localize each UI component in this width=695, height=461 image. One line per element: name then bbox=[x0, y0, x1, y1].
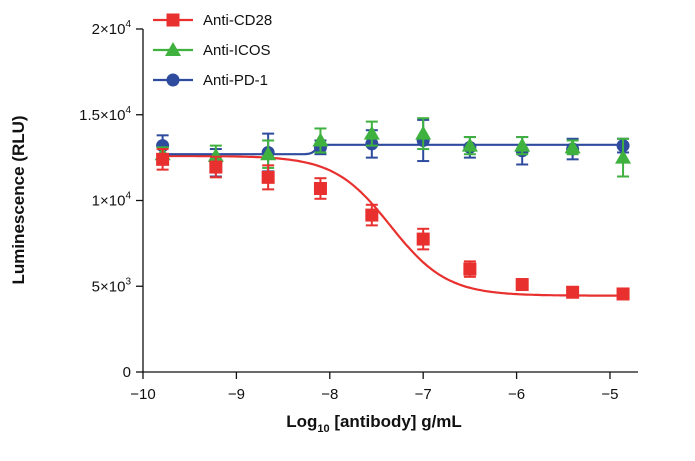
x-tick-label: −6 bbox=[508, 386, 525, 403]
legend-marker bbox=[166, 73, 180, 87]
data-point bbox=[416, 232, 430, 246]
data-point bbox=[261, 170, 275, 184]
legend: Anti-CD28 Anti-ICOS Anti-PD-1 bbox=[153, 12, 272, 89]
data-point bbox=[207, 147, 224, 162]
legend-item-anti-icos: Anti-ICOS bbox=[153, 42, 271, 59]
data-point bbox=[461, 137, 478, 152]
series-anti-cd28 bbox=[156, 148, 630, 301]
y-tick-label: 1.5×104 bbox=[79, 105, 131, 124]
series-anti-icos bbox=[154, 117, 632, 178]
x-tick-label: −5 bbox=[601, 386, 618, 403]
data-point bbox=[564, 139, 581, 154]
x-tick-label: −8 bbox=[321, 386, 338, 403]
data-point bbox=[260, 146, 277, 161]
y-axis-title: Luminescence (RLU) bbox=[9, 115, 28, 284]
fit-curve-anti-cd28 bbox=[162, 154, 624, 297]
y-tick-label: 5×103 bbox=[92, 276, 132, 295]
y-tick-label: 0 bbox=[123, 364, 131, 381]
legend-item-anti-pd-1: Anti-PD-1 bbox=[153, 72, 268, 89]
x-tick-label: −10 bbox=[130, 386, 155, 403]
x-axis-title: Log10 [antibody] g/mL bbox=[286, 412, 462, 435]
data-point bbox=[312, 132, 329, 147]
y-tick-label: 1×104 bbox=[92, 191, 132, 210]
axes: 0 5×103 1×104 1.5×104 2×104 −10 −9 −8 −7 −6 −5 bbox=[79, 19, 638, 403]
x-axis-title-main: Log bbox=[286, 412, 317, 431]
data-marks bbox=[154, 117, 632, 301]
data-point bbox=[566, 285, 580, 299]
legend-item-anti-cd28: Anti-CD28 bbox=[153, 12, 272, 29]
data-point bbox=[514, 137, 531, 152]
legend-marker bbox=[165, 42, 181, 56]
data-point bbox=[615, 149, 632, 164]
legend-label: Anti-ICOS bbox=[203, 42, 271, 59]
x-axis-title-subscript: 10 bbox=[317, 423, 329, 435]
data-point bbox=[415, 125, 432, 140]
data-point bbox=[156, 152, 170, 166]
data-point bbox=[363, 125, 380, 140]
x-tick-label: −7 bbox=[415, 386, 432, 403]
series-anti-pd-1 bbox=[156, 118, 630, 178]
x-tick-label: −9 bbox=[228, 386, 245, 403]
data-point bbox=[209, 160, 223, 174]
data-point bbox=[313, 181, 327, 195]
fit-curves bbox=[162, 143, 624, 297]
data-point bbox=[365, 208, 379, 222]
y-tick-label: 2×104 bbox=[92, 19, 132, 38]
legend-label: Anti-PD-1 bbox=[203, 72, 268, 89]
x-axis-title-rest: [antibody] g/mL bbox=[330, 412, 462, 431]
legend-marker bbox=[166, 13, 180, 27]
legend-label: Anti-CD28 bbox=[203, 12, 272, 29]
data-point bbox=[616, 287, 630, 301]
data-point bbox=[515, 278, 529, 292]
data-point bbox=[463, 262, 477, 276]
fit-curve-anti-pd-1 bbox=[162, 143, 624, 156]
